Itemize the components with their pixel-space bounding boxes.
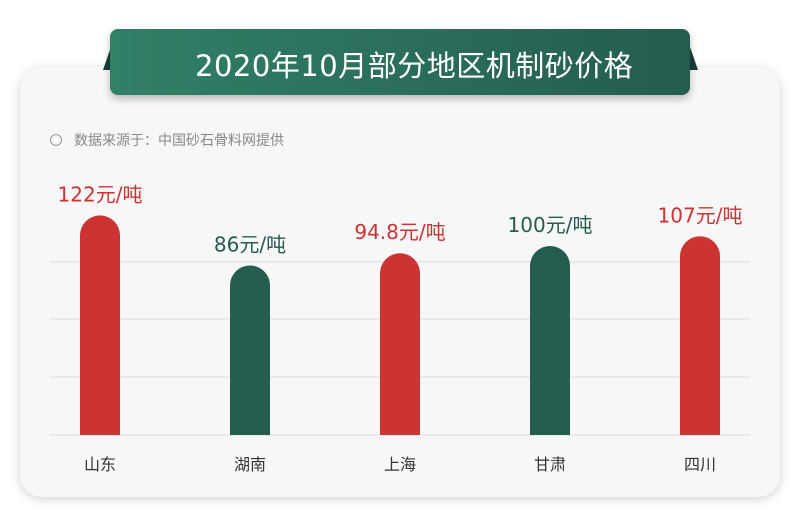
source-text: 数据来源于：中国砂石骨料网提供 (74, 133, 284, 149)
bar-甘肃 (530, 246, 570, 435)
category-label: 山东 (84, 455, 116, 474)
data-label: 100元/吨 (508, 213, 593, 237)
data-label: 94.8元/吨 (354, 220, 445, 244)
bar-上海 (380, 253, 420, 435)
category-label: 四川 (684, 455, 716, 474)
source-note: 数据来源于：中国砂石骨料网提供 (50, 130, 284, 150)
category-label: 湖南 (234, 455, 266, 474)
ribbon-fold-right (689, 44, 698, 70)
chart-title: 2020年10月部分地区机制砂价格 (195, 49, 634, 83)
category-label: 上海 (384, 455, 416, 474)
bar-湖南 (230, 265, 270, 435)
data-label: 122元/吨 (58, 182, 143, 206)
bar-山东 (80, 215, 120, 435)
bar-四川 (680, 236, 720, 435)
bullet-circle-icon (50, 134, 62, 146)
ribbon-fold-left (103, 44, 112, 70)
data-label: 107元/吨 (658, 203, 743, 227)
title-banner: 2020年10月部分地区机制砂价格 (110, 29, 690, 95)
data-label: 86元/吨 (214, 232, 286, 256)
category-label: 甘肃 (534, 455, 566, 474)
